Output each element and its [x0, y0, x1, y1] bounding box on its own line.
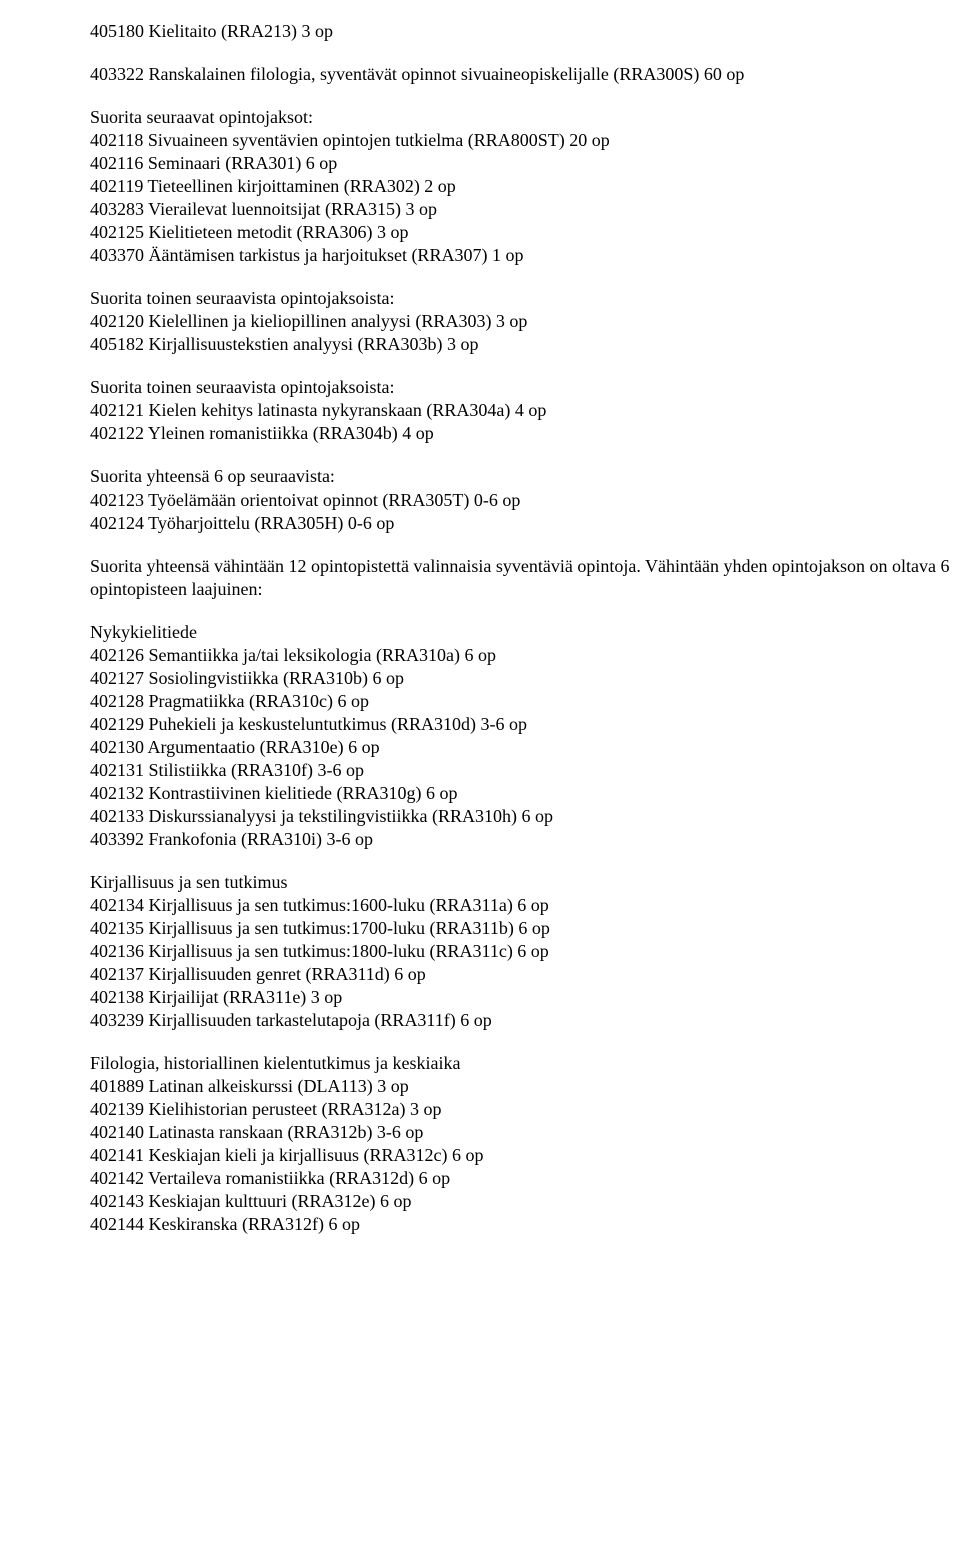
section-8: Kirjallisuus ja sen tutkimus402134 Kirja… [90, 871, 960, 1032]
text-line: 402119 Tieteellinen kirjoittaminen (RRA3… [90, 175, 960, 198]
section-3: Suorita toinen seuraavista opintojaksois… [90, 287, 960, 356]
text-line: 402137 Kirjallisuuden genret (RRA311d) 6… [90, 963, 960, 986]
text-line: Suorita seuraavat opintojaksot: [90, 106, 960, 129]
text-line: 402132 Kontrastiivinen kielitiede (RRA31… [90, 782, 960, 805]
section-lines: Suorita toinen seuraavista opintojaksois… [90, 287, 960, 356]
text-line: 402122 Yleinen romanistiikka (RRA304b) 4… [90, 422, 960, 445]
text-line: Kirjallisuus ja sen tutkimus [90, 871, 960, 894]
text-line: 402125 Kielitieteen metodit (RRA306) 3 o… [90, 221, 960, 244]
section-9: Filologia, historiallinen kielentutkimus… [90, 1052, 960, 1236]
section-6: Suorita yhteensä vähintään 12 opintopist… [90, 555, 960, 601]
text-line: Suorita yhteensä 6 op seuraavista: [90, 465, 960, 488]
text-line: 401889 Latinan alkeiskurssi (DLA113) 3 o… [90, 1075, 960, 1098]
section-lines: Filologia, historiallinen kielentutkimus… [90, 1052, 960, 1236]
text-line: 402136 Kirjallisuus ja sen tutkimus:1800… [90, 940, 960, 963]
section-lines: 403322 Ranskalainen filologia, syventävä… [90, 63, 960, 86]
text-line: 405180 Kielitaito (RRA213) 3 op [90, 20, 960, 43]
text-line: 402126 Semantiikka ja/tai leksikologia (… [90, 644, 960, 667]
text-line: 402142 Vertaileva romanistiikka (RRA312d… [90, 1167, 960, 1190]
text-line: 402121 Kielen kehitys latinasta nykyrans… [90, 399, 960, 422]
text-line: 402123 Työelämään orientoivat opinnot (R… [90, 489, 960, 512]
text-line: 402144 Keskiranska (RRA312f) 6 op [90, 1213, 960, 1236]
text-line: 402139 Kielihistorian perusteet (RRA312a… [90, 1098, 960, 1121]
text-line: 403283 Vierailevat luennoitsijat (RRA315… [90, 198, 960, 221]
section-lines: Suorita yhteensä 6 op seuraavista:402123… [90, 465, 960, 534]
text-line: 403392 Frankofonia (RRA310i) 3-6 op [90, 828, 960, 851]
text-line: 403370 Ääntämisen tarkistus ja harjoituk… [90, 244, 960, 267]
text-line: Suorita yhteensä vähintään 12 opintopist… [90, 555, 960, 601]
text-line: 403239 Kirjallisuuden tarkastelutapoja (… [90, 1009, 960, 1032]
text-line: 402124 Työharjoittelu (RRA305H) 0-6 op [90, 512, 960, 535]
text-line: 402130 Argumentaatio (RRA310e) 6 op [90, 736, 960, 759]
section-4: Suorita toinen seuraavista opintojaksois… [90, 376, 960, 445]
document-body: 405180 Kielitaito (RRA213) 3 op 403322 Ra… [90, 20, 960, 1236]
text-line: 402128 Pragmatiikka (RRA310c) 6 op [90, 690, 960, 713]
text-line: 402141 Keskiajan kieli ja kirjallisuus (… [90, 1144, 960, 1167]
text-line: 402129 Puhekieli ja keskusteluntutkimus … [90, 713, 960, 736]
text-line: Nykykielitiede [90, 621, 960, 644]
section-0: 405180 Kielitaito (RRA213) 3 op [90, 20, 960, 43]
text-line: 403322 Ranskalainen filologia, syventävä… [90, 63, 960, 86]
section-lines: Kirjallisuus ja sen tutkimus402134 Kirja… [90, 871, 960, 1032]
text-line: 402138 Kirjailijat (RRA311e) 3 op [90, 986, 960, 1009]
text-line: 402116 Seminaari (RRA301) 6 op [90, 152, 960, 175]
text-line: 402118 Sivuaineen syventävien opintojen … [90, 129, 960, 152]
section-5: Suorita yhteensä 6 op seuraavista:402123… [90, 465, 960, 534]
text-line: Suorita toinen seuraavista opintojaksois… [90, 287, 960, 310]
section-lines: Suorita seuraavat opintojaksot:402118 Si… [90, 106, 960, 267]
text-line: 402143 Keskiajan kulttuuri (RRA312e) 6 o… [90, 1190, 960, 1213]
text-line: 405182 Kirjallisuustekstien analyysi (RR… [90, 333, 960, 356]
text-line: 402120 Kielellinen ja kieliopillinen ana… [90, 310, 960, 333]
text-line: 402134 Kirjallisuus ja sen tutkimus:1600… [90, 894, 960, 917]
section-lines: Suorita yhteensä vähintään 12 opintopist… [90, 555, 960, 601]
section-lines: 405180 Kielitaito (RRA213) 3 op [90, 20, 960, 43]
text-line: Filologia, historiallinen kielentutkimus… [90, 1052, 960, 1075]
text-line: 402140 Latinasta ranskaan (RRA312b) 3-6 … [90, 1121, 960, 1144]
text-line: 402135 Kirjallisuus ja sen tutkimus:1700… [90, 917, 960, 940]
section-1: 403322 Ranskalainen filologia, syventävä… [90, 63, 960, 86]
section-lines: Nykykielitiede402126 Semantiikka ja/tai … [90, 621, 960, 851]
section-lines: Suorita toinen seuraavista opintojaksois… [90, 376, 960, 445]
text-line: 402127 Sosiolingvistiikka (RRA310b) 6 op [90, 667, 960, 690]
section-2: Suorita seuraavat opintojaksot:402118 Si… [90, 106, 960, 267]
section-7: Nykykielitiede402126 Semantiikka ja/tai … [90, 621, 960, 851]
text-line: 402133 Diskurssianalyysi ja tekstilingvi… [90, 805, 960, 828]
text-line: 402131 Stilistiikka (RRA310f) 3-6 op [90, 759, 960, 782]
text-line: Suorita toinen seuraavista opintojaksois… [90, 376, 960, 399]
